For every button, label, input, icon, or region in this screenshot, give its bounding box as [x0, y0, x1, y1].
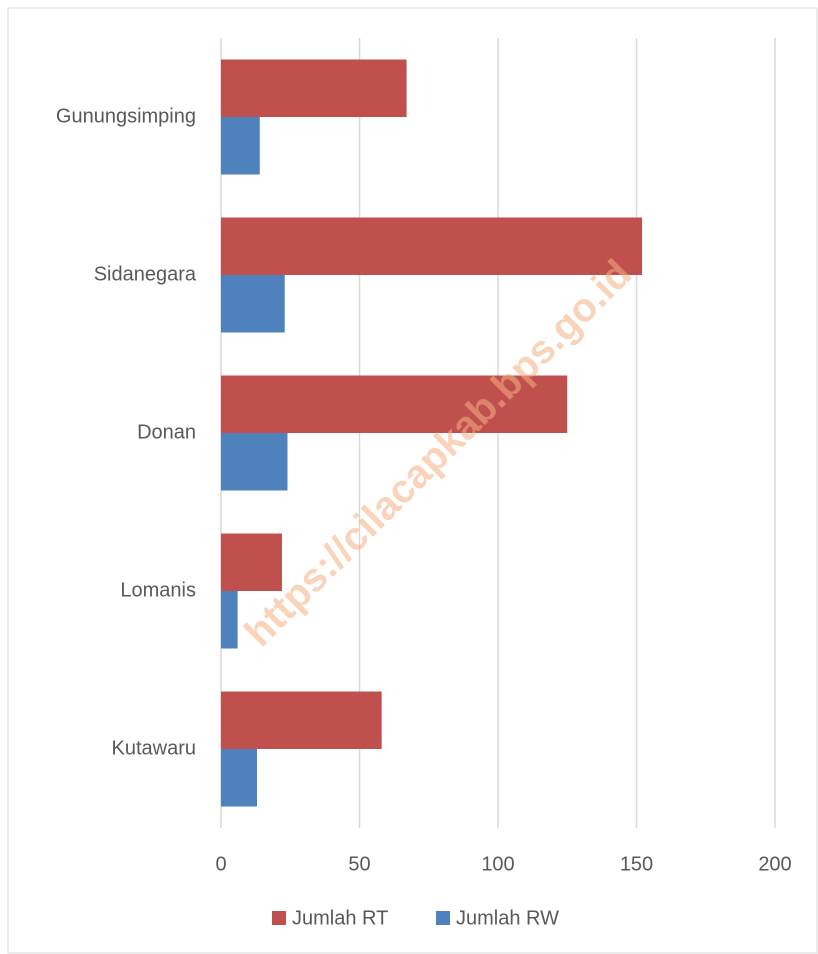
y-tick-label: Lomanis: [120, 579, 196, 601]
bar: [221, 591, 238, 649]
legend-label: Jumlah RW: [456, 907, 559, 929]
bar: [221, 59, 407, 117]
bar: [221, 433, 288, 491]
bar: [221, 533, 282, 591]
bar: [221, 691, 382, 749]
x-tick-label: 150: [620, 853, 653, 875]
legend-label: Jumlah RT: [292, 907, 388, 929]
legend-swatch: [436, 911, 450, 925]
bar: [221, 275, 285, 333]
y-tick-label: Donan: [137, 421, 196, 443]
y-tick-label: Gunungsimping: [56, 105, 196, 127]
y-tick-label: Kutawaru: [112, 737, 197, 759]
x-tick-label: 100: [481, 853, 514, 875]
bar: [221, 117, 260, 175]
x-tick-label: 0: [215, 853, 226, 875]
bar: [221, 217, 643, 275]
bar: [221, 749, 258, 807]
x-tick-label: 50: [348, 853, 370, 875]
legend-swatch: [272, 911, 286, 925]
y-tick-label: Sidanegara: [94, 263, 197, 285]
x-tick-label: 200: [758, 853, 791, 875]
bar: [221, 375, 568, 433]
chart-frame: [7, 7, 818, 954]
